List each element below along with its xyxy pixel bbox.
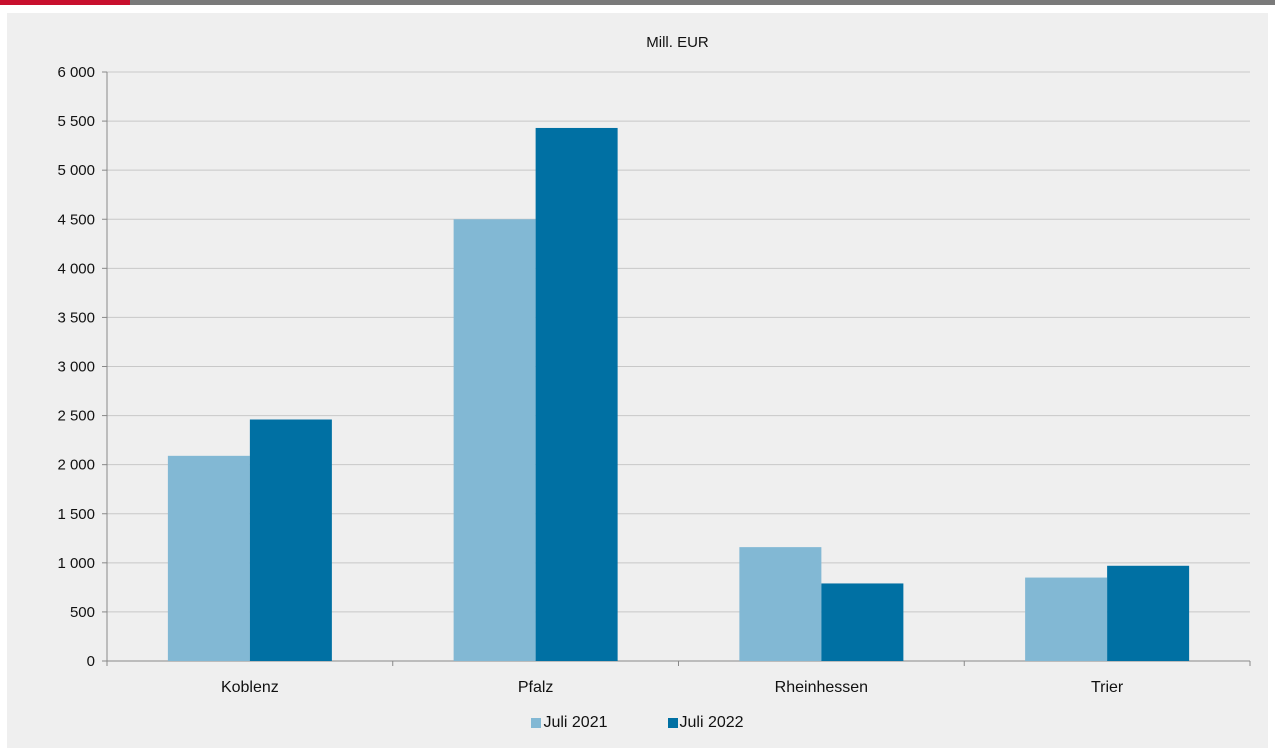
y-tick-label: 3 500	[57, 309, 95, 326]
x-tick-label: Rheinhessen	[775, 679, 868, 696]
bar-2-pfalz	[535, 127, 618, 661]
y-tick-label: 500	[70, 604, 95, 621]
bar-1-pfalz	[453, 219, 536, 661]
y-tick-label: 4 000	[57, 260, 95, 277]
legend-swatch-series-1	[531, 718, 542, 728]
x-tick-label: Koblenz	[221, 679, 279, 696]
top-accent-bar	[0, 0, 130, 5]
bar-1-rheinhessen	[739, 547, 822, 661]
x-tick-label: Trier	[1091, 679, 1124, 696]
top-divider-bar	[130, 0, 1275, 5]
bar-1-trier	[1025, 577, 1108, 661]
y-tick-label: 3 000	[57, 359, 95, 376]
y-tick-label: 1 000	[57, 555, 95, 572]
legend-swatch-series-2	[667, 718, 678, 728]
y-tick-label: 2 000	[57, 457, 95, 474]
y-tick-label: 2 500	[57, 408, 95, 425]
y-tick-label: 0	[87, 653, 95, 670]
y-tick-label: 5 500	[57, 113, 95, 130]
y-tick-label: 4 500	[57, 211, 95, 228]
chart-legend: Juli 2021 Juli 2022	[0, 714, 1275, 732]
bar-1-koblenz	[167, 455, 250, 661]
bar-2-trier	[1107, 565, 1190, 661]
legend-label-series-1: Juli 2021	[543, 714, 608, 731]
legend-label-series-2: Juli 2022	[679, 714, 744, 731]
legend-item-series-2: Juli 2022	[667, 714, 744, 732]
x-tick-label: Pfalz	[518, 679, 554, 696]
y-tick-label: 5 000	[57, 162, 95, 179]
bar-2-koblenz	[249, 419, 332, 661]
legend-item-series-1: Juli 2021	[531, 714, 608, 732]
unit-label: Mill. EUR	[646, 34, 709, 51]
y-tick-label: 6 000	[57, 64, 95, 81]
y-tick-label: 1 500	[57, 506, 95, 523]
bar-2-rheinhessen	[821, 583, 904, 661]
